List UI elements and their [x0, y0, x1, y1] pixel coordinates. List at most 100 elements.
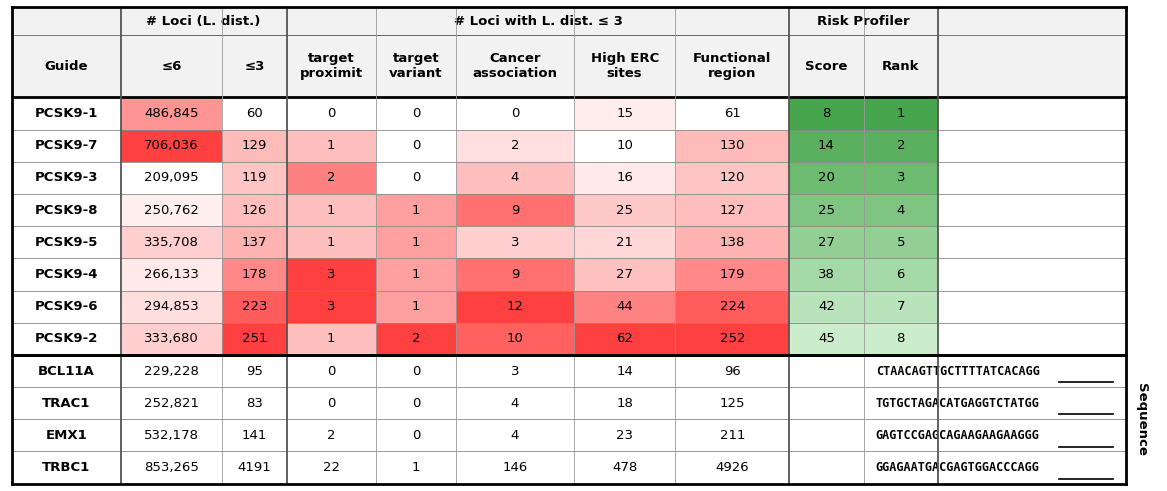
Text: PCSK9-3: PCSK9-3: [34, 171, 98, 185]
Text: 0: 0: [327, 107, 335, 120]
Text: 120: 120: [720, 171, 745, 185]
Bar: [456, 194, 574, 226]
Bar: [287, 98, 376, 130]
Bar: [222, 7, 287, 98]
Text: 23: 23: [616, 429, 634, 442]
Text: 95: 95: [246, 364, 263, 378]
Bar: [789, 7, 864, 98]
Text: 0: 0: [412, 429, 420, 442]
Text: 252: 252: [720, 332, 745, 345]
Text: 22: 22: [322, 461, 340, 474]
Bar: [376, 194, 456, 226]
Bar: [222, 226, 287, 258]
Text: 83: 83: [246, 397, 263, 409]
Bar: [376, 98, 456, 130]
Bar: [120, 258, 222, 291]
Text: 5: 5: [896, 236, 906, 249]
Text: 2: 2: [327, 429, 335, 442]
Text: 45: 45: [818, 332, 834, 345]
Bar: [938, 7, 1126, 98]
Text: 1: 1: [412, 268, 420, 281]
Text: 62: 62: [616, 332, 633, 345]
Bar: [789, 226, 864, 258]
Text: target
proximit: target proximit: [300, 52, 363, 80]
Text: 18: 18: [616, 397, 633, 409]
Bar: [120, 291, 222, 323]
Bar: [864, 130, 938, 162]
Bar: [676, 98, 789, 130]
Text: 252,821: 252,821: [144, 397, 198, 409]
Bar: [676, 258, 789, 291]
Text: # Loci with L. dist. ≤ 3: # Loci with L. dist. ≤ 3: [454, 15, 622, 27]
Text: 0: 0: [412, 107, 420, 120]
Bar: [789, 98, 864, 130]
Bar: [574, 130, 676, 162]
Bar: [574, 162, 676, 194]
Text: 60: 60: [246, 107, 263, 120]
Text: 478: 478: [612, 461, 637, 474]
Text: 1: 1: [327, 332, 335, 345]
Text: 8: 8: [823, 107, 831, 120]
Text: 129: 129: [242, 139, 267, 152]
Text: TRBC1: TRBC1: [42, 461, 90, 474]
Text: Sequence: Sequence: [1134, 383, 1148, 456]
Bar: [287, 194, 376, 226]
Text: 1: 1: [412, 461, 420, 474]
Text: 2: 2: [327, 171, 335, 185]
Text: 1: 1: [412, 236, 420, 249]
Text: 16: 16: [616, 171, 633, 185]
Text: 3: 3: [327, 300, 335, 313]
Text: CTAACAGTTGCTTTTATCACAGG: CTAACAGTTGCTTTTATCACAGG: [875, 364, 1040, 378]
Text: 4: 4: [511, 429, 519, 442]
Text: 1: 1: [412, 204, 420, 217]
Bar: [864, 226, 938, 258]
Text: TRAC1: TRAC1: [42, 397, 90, 409]
Text: 96: 96: [724, 364, 741, 378]
Text: GAGTCCGAGCAGAAGAAGAAGGG: GAGTCCGAGCAGAAGAAGAAGGG: [875, 429, 1040, 442]
Text: 61: 61: [724, 107, 741, 120]
Text: 137: 137: [242, 236, 267, 249]
Text: High ERC
sites: High ERC sites: [591, 52, 658, 80]
Text: PCSK9-1: PCSK9-1: [35, 107, 98, 120]
Bar: [789, 130, 864, 162]
Bar: [456, 7, 574, 98]
Text: 42: 42: [818, 300, 834, 313]
Text: 224: 224: [720, 300, 745, 313]
Bar: [287, 291, 376, 323]
Bar: [376, 258, 456, 291]
Bar: [860, 355, 867, 484]
Bar: [676, 162, 789, 194]
Bar: [574, 194, 676, 226]
Text: 8: 8: [896, 332, 904, 345]
Text: 9: 9: [511, 204, 519, 217]
Text: 223: 223: [242, 300, 267, 313]
Bar: [789, 258, 864, 291]
Text: PCSK9-7: PCSK9-7: [35, 139, 98, 152]
Bar: [456, 291, 574, 323]
Bar: [574, 258, 676, 291]
Text: 4: 4: [896, 204, 904, 217]
Text: 141: 141: [242, 429, 267, 442]
Bar: [287, 226, 376, 258]
Text: 4191: 4191: [238, 461, 271, 474]
Text: 126: 126: [242, 204, 267, 217]
Bar: [789, 194, 864, 226]
Bar: [864, 98, 938, 130]
Text: 250,762: 250,762: [144, 204, 198, 217]
Text: 44: 44: [616, 300, 633, 313]
Text: 4: 4: [511, 171, 519, 185]
Text: 12: 12: [506, 300, 524, 313]
Bar: [574, 98, 676, 130]
Text: 1: 1: [412, 300, 420, 313]
Bar: [222, 194, 287, 226]
Text: 25: 25: [616, 204, 634, 217]
Text: 0: 0: [327, 397, 335, 409]
Bar: [676, 291, 789, 323]
Text: Risk Profiler: Risk Profiler: [817, 15, 910, 27]
Text: 119: 119: [242, 171, 267, 185]
Text: 0: 0: [412, 364, 420, 378]
Bar: [222, 323, 287, 355]
Text: 125: 125: [720, 397, 745, 409]
Bar: [676, 194, 789, 226]
Text: 706,036: 706,036: [144, 139, 198, 152]
